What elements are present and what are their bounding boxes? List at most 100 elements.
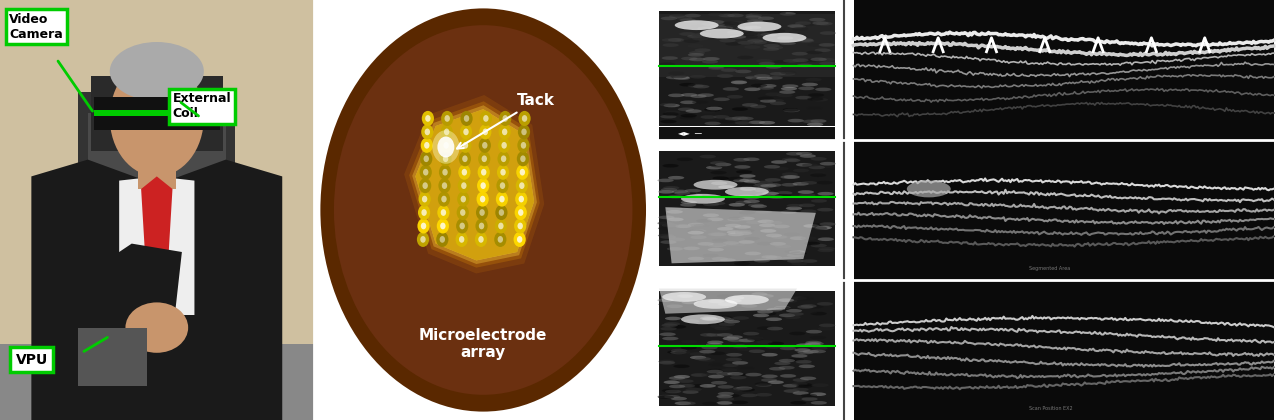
Circle shape [463,142,468,149]
Circle shape [767,46,783,50]
Circle shape [681,340,698,344]
Circle shape [708,375,724,378]
Circle shape [744,87,760,91]
Circle shape [806,106,823,110]
Circle shape [783,59,799,63]
Polygon shape [659,289,797,314]
Circle shape [748,337,763,341]
Circle shape [708,248,724,252]
Circle shape [718,392,733,396]
Circle shape [801,310,817,314]
Circle shape [723,337,739,341]
Circle shape [417,232,429,247]
Polygon shape [141,176,173,294]
Polygon shape [412,105,536,264]
Circle shape [773,167,788,171]
Circle shape [804,224,819,228]
Polygon shape [119,176,195,315]
Circle shape [517,223,524,229]
Circle shape [658,302,675,306]
Circle shape [763,33,806,43]
Circle shape [790,25,806,29]
Circle shape [700,316,717,320]
Circle shape [818,237,835,241]
Circle shape [777,94,792,97]
Circle shape [458,178,470,193]
Circle shape [797,351,814,354]
Ellipse shape [906,181,951,197]
Circle shape [694,346,710,349]
Circle shape [502,129,507,135]
Circle shape [787,204,803,207]
Bar [91,76,223,151]
Circle shape [440,124,453,139]
Polygon shape [32,160,283,420]
Circle shape [442,182,447,189]
Circle shape [726,299,741,302]
Circle shape [818,327,835,331]
Circle shape [778,366,795,370]
Circle shape [521,142,526,149]
Circle shape [788,250,805,254]
Circle shape [687,229,704,233]
Circle shape [756,340,773,344]
Circle shape [786,309,803,312]
Circle shape [663,186,680,190]
Circle shape [668,176,685,179]
Circle shape [818,164,835,168]
Circle shape [742,32,758,36]
Circle shape [691,384,708,388]
Circle shape [762,192,778,195]
Circle shape [662,224,678,228]
Circle shape [709,202,726,205]
Circle shape [495,218,507,234]
Circle shape [741,330,758,334]
Circle shape [804,241,820,245]
Circle shape [796,152,813,155]
Circle shape [810,199,827,203]
Circle shape [691,33,708,37]
Bar [78,92,236,378]
Circle shape [758,294,774,298]
Circle shape [479,124,492,139]
Circle shape [795,96,812,100]
Circle shape [658,395,673,399]
Circle shape [809,18,826,21]
Circle shape [442,196,447,202]
Circle shape [463,129,468,135]
Circle shape [808,97,823,101]
Circle shape [737,117,754,120]
Circle shape [684,39,700,43]
Circle shape [440,223,445,229]
Circle shape [799,87,814,90]
Circle shape [440,209,447,216]
Ellipse shape [110,59,204,176]
Circle shape [460,138,471,153]
Circle shape [692,37,708,40]
Circle shape [780,72,795,76]
Circle shape [690,235,707,239]
Circle shape [735,201,751,204]
Circle shape [740,195,756,199]
Circle shape [736,387,751,391]
Circle shape [728,203,745,207]
Circle shape [462,155,467,162]
Circle shape [681,315,724,324]
Circle shape [667,195,684,199]
Circle shape [730,35,746,39]
Ellipse shape [110,42,204,101]
Circle shape [727,335,742,339]
Circle shape [700,115,717,119]
Bar [854,140,1274,280]
Circle shape [797,305,814,309]
Circle shape [717,333,733,337]
Circle shape [800,236,817,240]
Circle shape [438,136,454,158]
Circle shape [662,38,678,42]
Circle shape [660,235,676,239]
Circle shape [699,358,716,362]
Circle shape [733,178,750,182]
Circle shape [690,75,705,79]
Circle shape [424,155,429,162]
Circle shape [758,30,774,34]
